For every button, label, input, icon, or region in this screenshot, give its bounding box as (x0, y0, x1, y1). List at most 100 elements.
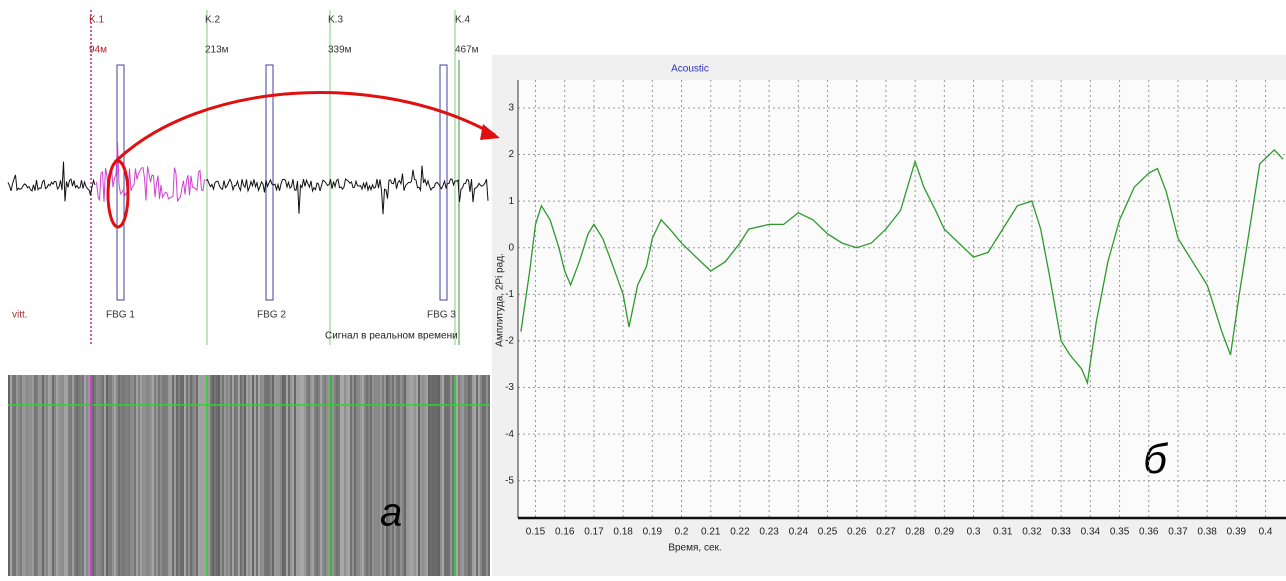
waterfall-stripe (106, 375, 108, 576)
x-tick-label: 0.28 (905, 527, 925, 538)
waterfall-stripe (394, 375, 396, 576)
waterfall-stripe (110, 375, 112, 576)
waterfall-stripe (268, 375, 270, 576)
waterfall-stripe (420, 375, 422, 576)
waterfall-stripe (100, 375, 102, 576)
waterfall-stripe (22, 375, 24, 576)
waterfall-stripe (358, 375, 360, 576)
waterfall-stripe (390, 375, 392, 576)
waterfall-stripe (470, 375, 472, 576)
waterfall-stripe (398, 375, 400, 576)
waterfall-stripe (472, 375, 474, 576)
waterfall-stripe (72, 375, 74, 576)
waterfall-stripe (412, 375, 414, 576)
waterfall-stripe (202, 375, 204, 576)
x-tick-label: 0.29 (935, 527, 955, 538)
marker-label: K.3 (328, 15, 343, 26)
signal-line-highlight (96, 142, 205, 203)
waterfall-stripe (92, 375, 94, 576)
waterfall-stripe (340, 375, 342, 576)
waterfall-stripe (452, 375, 454, 576)
waterfall-stripe (122, 375, 124, 576)
x-tick-label: 0.22 (730, 527, 750, 538)
waterfall-stripe (466, 375, 468, 576)
waterfall-stripe (360, 375, 362, 576)
waterfall-stripe (286, 375, 288, 576)
waterfall-stripe (50, 375, 52, 576)
waterfall-stripe (300, 375, 302, 576)
waterfall-stripe (46, 375, 48, 576)
waterfall-stripe (148, 375, 150, 576)
waterfall-stripe (460, 375, 462, 576)
waterfall-stripe (56, 375, 58, 576)
waterfall-stripe (438, 375, 440, 576)
waterfall-stripe (270, 375, 272, 576)
waterfall-stripe (64, 375, 66, 576)
waterfall-stripe (190, 375, 192, 576)
marker-distance: 213м (205, 45, 229, 56)
waterfall-stripe (186, 375, 188, 576)
waterfall-stripe (396, 375, 398, 576)
waterfall-stripe (422, 375, 424, 576)
panel-letter: а (380, 491, 402, 535)
waterfall-stripe (260, 375, 262, 576)
waterfall-stripe (478, 375, 480, 576)
waterfall-stripe (400, 375, 402, 576)
waterfall-stripe (256, 375, 258, 576)
waterfall-stripe (458, 375, 460, 576)
plot-area (518, 80, 1286, 518)
y-tick-label: -3 (505, 382, 514, 393)
marker-distance: 339м (328, 45, 352, 56)
waterfall-stripe (408, 375, 410, 576)
waterfall-stripe (292, 375, 294, 576)
y-tick-label: 3 (508, 103, 514, 114)
chart-annotation: б (1143, 435, 1168, 482)
waterfall-stripe (216, 375, 218, 576)
waterfall-stripe (212, 375, 214, 576)
waterfall-stripe (144, 375, 146, 576)
waterfall-stripe (204, 375, 206, 576)
waterfall-stripe (376, 375, 378, 576)
waterfall-stripe (170, 375, 172, 576)
waterfall-stripe (436, 375, 438, 576)
waterfall-stripe (140, 375, 142, 576)
waterfall-stripe (322, 375, 324, 576)
waterfall-stripe (236, 375, 238, 576)
waterfall-stripe (40, 375, 42, 576)
x-tick-label: 0.39 (1227, 527, 1247, 538)
waterfall-stripe (62, 375, 64, 576)
waterfall-stripe (154, 375, 156, 576)
waterfall-stripe (336, 375, 338, 576)
waterfall-stripe (250, 375, 252, 576)
x-tick-label: 0.23 (759, 527, 779, 538)
waterfall-stripe (60, 375, 62, 576)
y-tick-label: 0 (508, 242, 514, 253)
waterfall-stripe (324, 375, 326, 576)
waterfall-stripe (402, 375, 404, 576)
waterfall-stripe (228, 375, 230, 576)
x-tick-label: 0.33 (1051, 527, 1071, 538)
waterfall-stripe (386, 375, 388, 576)
marker-label: K.2 (205, 15, 220, 26)
waterfall-stripe (26, 375, 28, 576)
marker-distance: 94м (89, 45, 107, 56)
waterfall-stripe (120, 375, 122, 576)
waterfall-stripe (282, 375, 284, 576)
waterfall-stripe (330, 375, 332, 576)
y-tick-label: -1 (505, 289, 514, 300)
waterfall-stripe (356, 375, 358, 576)
waterfall-stripe (430, 375, 432, 576)
waterfall-stripe (354, 375, 356, 576)
waterfall-stripe (116, 375, 118, 576)
waterfall-stripe (160, 375, 162, 576)
waterfall-stripe (418, 375, 420, 576)
waterfall-stripe (392, 375, 394, 576)
waterfall-stripe (68, 375, 70, 576)
waterfall-stripe (456, 375, 458, 576)
waterfall-stripe (168, 375, 170, 576)
waterfall-stripe (272, 375, 274, 576)
waterfall-stripe (476, 375, 478, 576)
x-axis-label: Время, сек. (668, 543, 721, 554)
waterfall-stripe (242, 375, 244, 576)
